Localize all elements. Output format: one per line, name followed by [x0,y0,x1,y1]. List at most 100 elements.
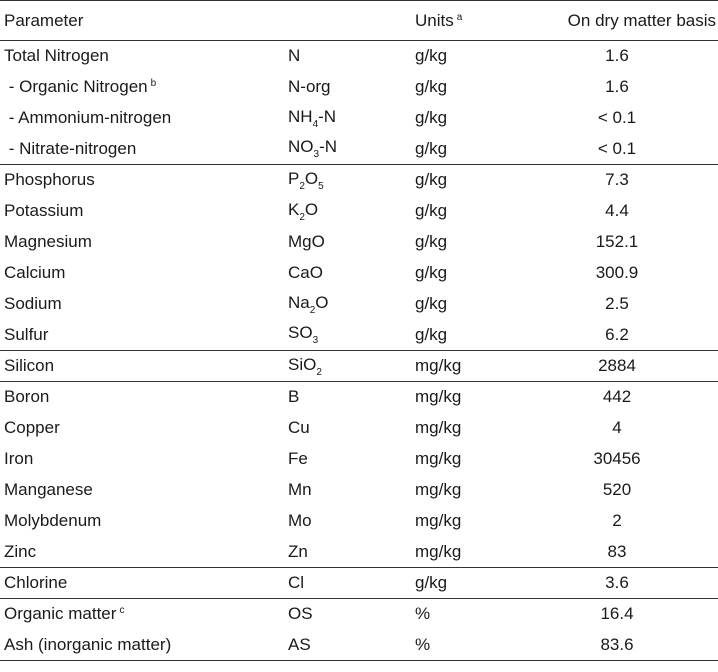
table-row: Sulfur SO3 g/kg 6.2 [0,320,718,351]
symbol-text: CaO [288,263,323,282]
header-row: Parameter Units a On dry matter basis [0,1,718,41]
symbol-text: -N [319,137,338,157]
units: g/kg [415,46,448,66]
parameter: Chlorine [4,573,68,592]
table-row: - Organic Nitrogen b N-org g/kg 1.6 [0,72,718,103]
table-row: Copper Cu mg/kg 4 [0,413,718,444]
parameter-cell: Magnesium [0,227,284,258]
parameter-cell: - Ammonium-nitrogen [0,103,284,134]
symbol-text: K [288,199,300,219]
symbol-cell: SiO2 [284,351,411,382]
symbol-cell: NH4-N [284,103,411,134]
table-row: Iron Fe mg/kg 30456 [0,444,718,475]
symbol-text: AS [288,634,311,654]
header-parameter: Parameter [4,10,84,30]
footnote-marker: a [456,11,463,23]
units: mg/kg [415,511,462,530]
value: 152.1 [595,232,639,251]
parameter: - Ammonium-nitrogen [4,108,172,127]
table-row: Ash (inorganic matter) AS% 83.6 [0,630,718,661]
table-row: Magnesium MgO g/kg 152.1 [0,227,718,258]
parameter: Sodium [4,294,62,313]
parameter-cell: Organic matter c [0,599,284,630]
parameter: Total Nitrogen [4,46,109,66]
symbol-cell: P2O5 [284,165,411,196]
units: mg/kg [415,449,462,468]
value: 2.5 [605,294,629,313]
parameter: Ash (inorganic matter) [4,634,172,654]
parameter: Magnesium [4,232,92,251]
units: g/kg [415,77,448,96]
value: 30456 [593,449,641,468]
parameter-cell: Sulfur [0,320,284,351]
parameter: Organic matter [4,604,117,624]
units: g/kg [415,573,448,592]
parameter: Zinc [4,541,37,561]
parameter-cell: - Organic Nitrogen b [0,72,284,103]
symbol-text: -N [318,106,337,126]
units: g/kg [415,324,448,344]
symbol-subscript: 2 [316,366,322,378]
symbol-cell: Zn [284,537,411,568]
units: g/kg [415,108,448,127]
parameter: Sulfur [4,324,49,344]
row-group: Silicon SiO2 mg/kg 2884 [0,350,718,382]
parameter-cell: Boron [0,382,284,413]
symbol-subscript: 2 [299,211,305,223]
table-row: - Nitrate-nitrogen NO3-N g/kg < 0.1 [0,134,718,165]
symbol-text: NO [288,137,314,157]
symbol-subscript: 2 [309,304,316,316]
symbol-text: Zn [288,541,308,561]
symbol-cell: Na2O [284,289,411,320]
value: 442 [602,387,632,407]
symbol-text: Cu [288,418,310,437]
parameter-cell: Zinc [0,537,284,568]
parameter-cell: Total Nitrogen [0,41,284,72]
parameter: Copper [4,418,60,437]
footnote-marker: c [119,605,125,617]
table-row: Manganese Mn mg/kg 520 [0,475,718,506]
units: g/kg [415,201,448,220]
units: mg/kg [415,480,462,499]
row-group: Organic matter c OS% 16.4 Ash (inorganic mat… [0,598,718,661]
parameter-cell: Ash (inorganic matter) [0,630,284,661]
units: mg/kg [415,541,462,561]
units: % [415,604,431,624]
units: % [415,634,431,654]
symbol-cell: K2O [284,196,411,227]
value: < 0.1 [597,108,637,127]
parameter: Molybdenum [4,511,102,530]
symbol-text: Na [288,292,310,312]
footnote-marker: b [150,78,157,89]
symbol-text: NH [288,106,313,126]
symbol-text: N [288,46,301,66]
symbol-text: O [315,292,329,312]
header-units: Units a [411,1,516,41]
table-row: Molybdenum Mo mg/kg 2 [0,506,718,537]
value: 6.2 [605,324,629,344]
symbol-cell: Cu [284,413,411,444]
table-row: Calcium CaO g/kg 300.9 [0,258,718,289]
symbol-cell: Fe [284,444,411,475]
row-group: Phosphorus P2O5 g/kg 7.3 Potassium K2O g/kg 4.4… [0,164,718,351]
parameter: Boron [4,387,50,407]
units: g/kg [415,263,448,282]
parameter: Calcium [4,263,66,282]
parameter-cell: Calcium [0,258,284,289]
value: 2884 [598,356,636,375]
parameter: Iron [4,449,34,468]
value: 7.3 [605,170,629,190]
symbol-text: O [304,168,319,188]
table-row: Silicon SiO2 mg/kg 2884 [0,351,718,382]
symbol-text: SO [288,323,313,343]
parameter-cell: Manganese [0,475,284,506]
table-header: Parameter Units a On dry matter basis [0,1,718,41]
table-row: Sodium Na2O g/kg 2.5 [0,289,718,320]
symbol-subscript: 4 [312,118,319,130]
value: 1.6 [605,46,629,66]
header-symbol [284,1,411,41]
